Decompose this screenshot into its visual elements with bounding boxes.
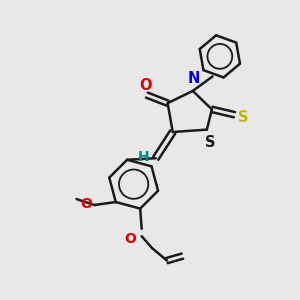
Text: O: O [124, 232, 136, 246]
Text: S: S [205, 135, 216, 150]
Text: O: O [80, 197, 92, 211]
Text: H: H [138, 150, 149, 164]
Text: N: N [188, 70, 200, 86]
Text: O: O [139, 78, 152, 93]
Text: S: S [238, 110, 248, 124]
